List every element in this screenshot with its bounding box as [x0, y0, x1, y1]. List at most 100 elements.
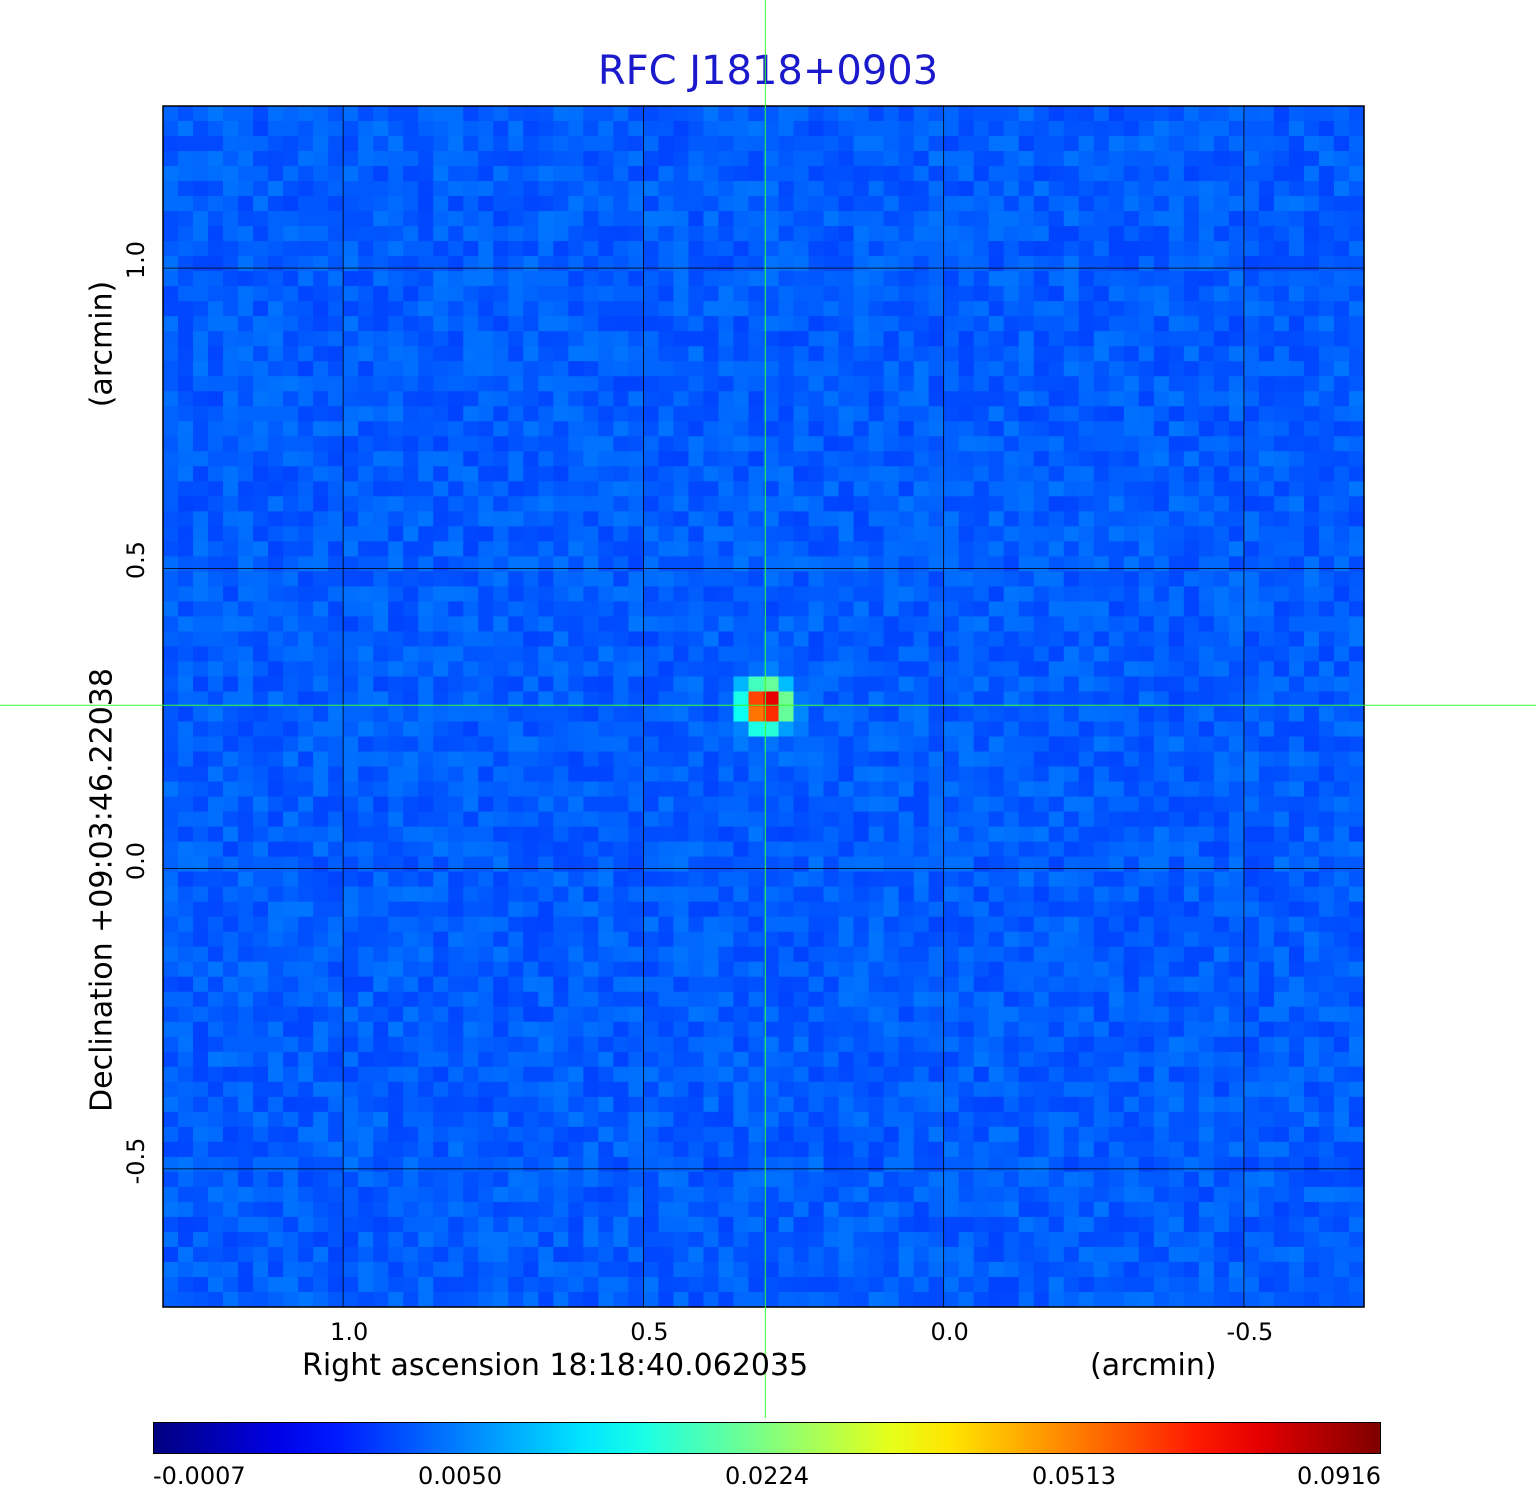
heatmap-cell	[973, 376, 990, 392]
heatmap-cell	[778, 436, 795, 452]
heatmap-cell	[568, 571, 584, 587]
heatmap-cell	[568, 526, 584, 542]
heatmap-cell	[1168, 301, 1185, 317]
heatmap-cell	[568, 631, 584, 648]
heatmap-cell	[1273, 601, 1290, 618]
heatmap-cell	[688, 661, 705, 678]
heatmap-cell	[1318, 721, 1335, 738]
heatmap-cell	[928, 331, 945, 347]
heatmap-cell	[628, 406, 644, 422]
heatmap-cell	[688, 691, 705, 708]
heatmap-cell	[433, 481, 449, 497]
heatmap-cell	[748, 151, 765, 167]
heatmap-cell	[1348, 946, 1365, 963]
heatmap-cell	[373, 511, 389, 527]
heatmap-cell	[778, 571, 795, 587]
heatmap-cell	[1318, 271, 1335, 287]
heatmap-cell	[778, 826, 795, 843]
heatmap-cell	[193, 691, 209, 708]
heatmap-cell	[868, 886, 885, 903]
heatmap-cell	[718, 766, 735, 783]
heatmap-cell	[823, 751, 840, 768]
heatmap-cell	[1183, 166, 1200, 182]
heatmap-cell	[1168, 796, 1185, 813]
heatmap-cell	[658, 931, 675, 948]
heatmap-cell	[1078, 616, 1095, 633]
heatmap-cell	[1078, 331, 1095, 347]
heatmap-cell	[358, 751, 374, 768]
heatmap-cell	[913, 316, 930, 332]
heatmap-cell	[283, 931, 299, 948]
heatmap-cell	[223, 811, 239, 828]
heatmap-cell	[988, 601, 1005, 618]
heatmap-cell	[298, 571, 314, 587]
heatmap-cell	[1288, 751, 1305, 768]
heatmap-cell	[388, 301, 404, 317]
heatmap-cell	[493, 151, 509, 167]
heatmap-cell	[403, 211, 419, 227]
heatmap-cell	[658, 211, 675, 227]
heatmap-cell	[1168, 526, 1185, 542]
heatmap-cell	[853, 361, 870, 377]
heatmap-cell	[358, 316, 374, 332]
heatmap-cell	[703, 406, 720, 422]
heatmap-cell	[1318, 541, 1335, 557]
heatmap-cell	[838, 646, 855, 663]
heatmap-cell	[553, 646, 569, 663]
heatmap-cell	[403, 946, 419, 963]
heatmap-cell	[943, 1021, 960, 1038]
heatmap-cell	[1198, 856, 1215, 873]
heatmap-cell	[463, 196, 479, 212]
heatmap-cell	[1093, 961, 1110, 978]
heatmap-cell	[1168, 766, 1185, 783]
heatmap-cell	[433, 496, 449, 512]
heatmap-cell	[1048, 181, 1065, 197]
heatmap-cell	[838, 976, 855, 993]
heatmap-cell	[913, 661, 930, 678]
heatmap-cell	[298, 646, 314, 663]
heatmap-cell	[388, 556, 404, 572]
heatmap-cell	[1078, 631, 1095, 648]
heatmap-cell	[838, 781, 855, 798]
heatmap-cell	[568, 346, 584, 362]
heatmap-cell	[1183, 436, 1200, 452]
heatmap-cell	[898, 586, 915, 603]
heatmap-cell	[1198, 1006, 1215, 1023]
heatmap-cell	[1303, 601, 1320, 618]
heatmap-cell	[448, 991, 464, 1008]
heatmap-cell	[268, 436, 284, 452]
heatmap-cell	[943, 946, 960, 963]
heatmap-cell	[1228, 436, 1245, 452]
heatmap-cell	[568, 106, 584, 122]
heatmap-cell	[928, 976, 945, 993]
heatmap-cell	[733, 691, 750, 708]
heatmap-cell	[1273, 391, 1290, 407]
heatmap-cell	[238, 796, 254, 813]
heatmap-cell	[1033, 796, 1050, 813]
heatmap-cell	[1273, 301, 1290, 317]
heatmap-cell	[643, 706, 660, 723]
heatmap-cell	[388, 166, 404, 182]
heatmap-cell	[178, 406, 194, 422]
heatmap-cell	[208, 631, 224, 648]
heatmap-cell	[1168, 151, 1185, 167]
heatmap-cell	[163, 1036, 179, 1053]
heatmap-cell	[193, 541, 209, 557]
heatmap-cell	[838, 886, 855, 903]
heatmap-cell	[703, 571, 720, 587]
heatmap-cell	[583, 136, 599, 152]
heatmap-cell	[388, 796, 404, 813]
heatmap-cell	[763, 796, 780, 813]
heatmap-cell	[433, 106, 449, 122]
heatmap-cell	[283, 601, 299, 618]
heatmap-cell	[658, 421, 675, 437]
heatmap-cell	[433, 316, 449, 332]
heatmap-cell	[1348, 151, 1365, 167]
heatmap-cell	[1123, 946, 1140, 963]
heatmap-cell	[358, 796, 374, 813]
heatmap-cell	[763, 691, 780, 708]
heatmap-cell	[1018, 976, 1035, 993]
heatmap-cell	[1003, 331, 1020, 347]
heatmap-cell	[313, 391, 329, 407]
heatmap-cell	[328, 496, 344, 512]
